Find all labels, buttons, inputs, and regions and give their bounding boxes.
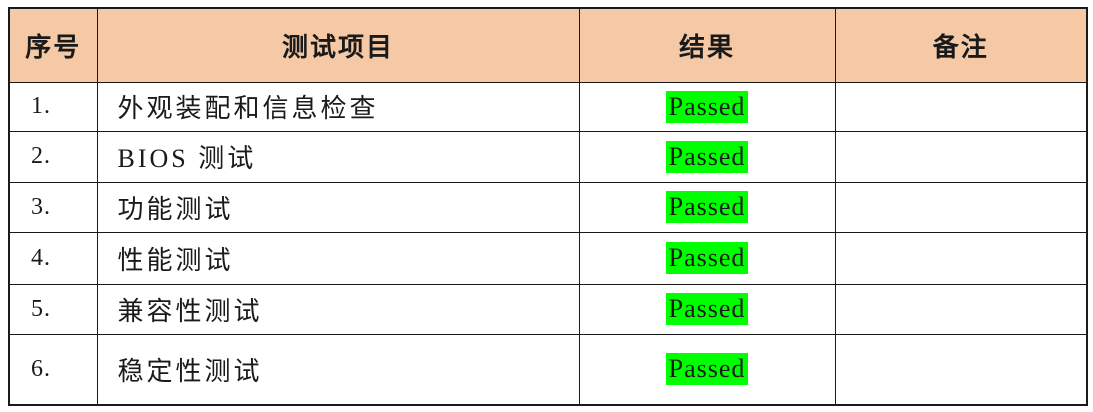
row-number: 1. [8,81,98,132]
row-number: 3. [8,181,98,233]
result-cell: Passed [578,231,836,285]
table-row: 4. 性能测试 Passed [8,231,1088,285]
result-cell: Passed [578,181,836,233]
test-item: 外观装配和信息检查 [96,81,580,132]
table-row: 3. 功能测试 Passed [8,181,1088,233]
passed-badge: Passed [665,293,749,325]
header-test-item: 测试项目 [96,7,580,83]
result-cell: Passed [578,333,836,406]
row-number: 2. [8,130,98,183]
header-serial-number: 序号 [8,7,98,83]
table-row: 1. 外观装配和信息检查 Passed [8,81,1088,132]
test-item: BIOS 测试 [96,130,580,183]
result-cell: Passed [578,283,836,335]
remark-cell [834,283,1088,335]
row-number: 6. [8,333,98,406]
row-number: 4. [8,231,98,285]
remark-cell [834,231,1088,285]
table-row: 5. 兼容性测试 Passed [8,283,1088,335]
row-number: 5. [8,283,98,335]
remark-cell [834,333,1088,406]
remark-cell [834,130,1088,183]
table-header-row: 序号 测试项目 结果 备注 [8,7,1088,83]
test-item: 功能测试 [96,181,580,233]
test-item: 兼容性测试 [96,283,580,335]
passed-badge: Passed [665,90,749,123]
test-item: 稳定性测试 [96,333,580,406]
result-cell: Passed [578,81,836,132]
passed-badge: Passed [665,140,749,173]
table-row: 2. BIOS 测试 Passed [8,130,1088,183]
result-cell: Passed [578,130,836,183]
passed-badge: Passed [665,242,749,274]
remark-cell [834,81,1088,132]
header-remark: 备注 [834,7,1088,83]
test-item: 性能测试 [96,231,580,285]
test-results-table: 序号 测试项目 结果 备注 1. 外观装配和信息检查 Passed 2. BIO… [8,7,1088,406]
passed-badge: Passed [665,353,749,386]
passed-badge: Passed [665,191,749,223]
table-row: 6. 稳定性测试 Passed [8,333,1088,406]
remark-cell [834,181,1088,233]
header-result: 结果 [578,7,836,83]
